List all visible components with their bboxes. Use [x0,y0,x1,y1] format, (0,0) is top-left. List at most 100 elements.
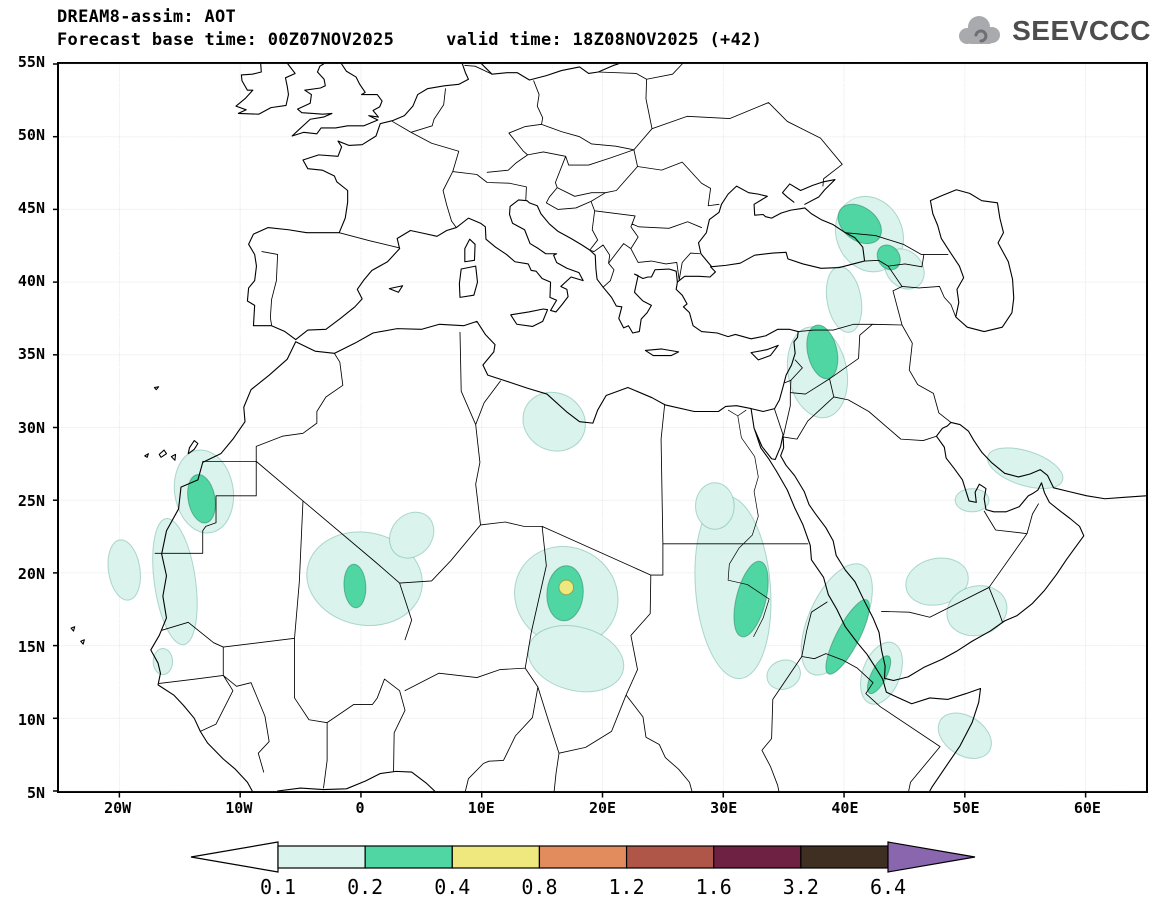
colorbar-label: 6.4 [870,875,906,899]
coastline-spain-mediterranean [296,249,400,340]
aot-region [183,471,219,527]
colorbar-cell [451,845,541,869]
island-cyprus [751,345,778,360]
aot-region [801,320,843,383]
islands-cape-verde [71,627,84,644]
aot-region [383,504,440,567]
colorbar-cell [800,845,889,869]
borders-africa [155,332,940,791]
cloud-icon [959,16,1001,44]
valid-time-label: valid time: 18Z08NOV2025 (+42) [446,30,763,50]
colorbar-over-arrow [887,841,976,873]
seevccc-logo: SEEVCCC [953,14,1151,48]
y-tick-label: 25N [17,491,45,510]
plot-title: DREAM8-assim: AOT [57,7,237,27]
y-tick-label: 10N [17,710,45,729]
colorbar-label: 3.2 [783,875,819,899]
x-tick-label: 10W [225,799,253,817]
x-tick-label: 50E [952,799,980,817]
coastline-gulf-of-guinea [278,771,435,791]
aot-region [765,657,802,693]
colorbar-cell [713,845,802,869]
aot-region [944,581,1010,640]
island-corsica [465,239,475,262]
plot-subtitle: Forecast base time: 00Z07NOV2025 valid ti… [57,29,762,52]
aot-region [104,536,145,604]
aot-region [819,593,877,680]
coastline-north-africa [151,321,751,791]
x-tick-label: 60E [1073,799,1101,817]
y-tick-label: 35N [17,345,45,364]
colorbar-under-arrow [190,841,279,873]
colorbar-label: 1.6 [696,875,732,899]
coastline-italy-adriatic-greece [397,200,677,333]
y-tick-label: 20N [17,564,45,583]
coastline-sinai [751,409,783,460]
base-time-label: Forecast base time: 00Z07NOV2025 [57,30,395,50]
nile-river [728,410,769,637]
colorbar-canvas: 0.1 0.2 0.4 0.8 1.2 1.6 3.2 6.4 [190,841,976,899]
aot-region [821,262,867,337]
aot-region [559,580,573,595]
coastline-arabia-persian-gulf [781,422,1146,680]
aot-region [342,563,367,609]
island-sardinia [459,266,477,297]
y-axis-labels: 5N 10N 15N 20N 25N 30N 35N 40N 45N 50N 55N [0,53,51,802]
plot-header: DREAM8-assim: AOT Forecast base time: 00… [57,6,762,52]
y-tick-label: 55N [17,53,45,71]
colorbar-label: 0.1 [260,875,296,899]
x-tick-label: 0 [355,799,365,817]
x-tick-label: 10E [467,799,495,817]
aot-region [695,483,734,530]
colorbar-cell [625,845,715,869]
x-tick-label: 20W [104,799,132,817]
aot-shaded-layer [104,182,1067,767]
island-madeira [154,387,158,390]
coastline-levant-turkey-black-sea [676,186,864,411]
y-tick-label: 45N [17,199,45,218]
coastline-baltic [482,64,618,80]
borders-europe [262,64,842,325]
colorbar-cell [364,845,453,869]
colorbar-label: 1.2 [609,875,645,899]
y-tick-label: 50N [17,126,45,145]
x-tick-label: 40E [831,799,859,817]
x-axis-labels: 20W 10W 0 10E 20E 30E 40E 50E 60E [57,799,1148,821]
coastline-ireland [236,64,295,114]
island-mallorca [389,286,402,293]
borders-middle-east [775,233,1039,622]
aot-region [833,196,887,251]
aot-region [984,440,1066,496]
coastline-sea-of-azov [782,180,835,205]
x-tick-label: 30E [710,799,738,817]
aot-region [153,649,172,675]
aot-region [145,514,204,649]
aot-region [727,556,775,641]
colorbar: 0.1 0.2 0.4 0.8 1.2 1.6 3.2 6.4 [190,840,976,900]
colorbar-label: 0.4 [434,875,470,899]
aot-region [903,553,971,610]
coastline-caspian-sea [930,190,1013,332]
map-canvas [59,64,1146,791]
axis-tick-layer [53,64,1086,798]
logo-text: SEEVCCC [1012,15,1151,46]
coastline-red-sea-africa-horn [755,430,981,791]
island-crete [645,349,678,356]
y-tick-label: 15N [17,637,45,656]
colorbar-cell [277,845,366,869]
y-tick-label: 5N [26,784,45,802]
islands-canary [145,441,198,461]
aot-region [519,386,589,456]
colorbar-label: 0.2 [347,875,383,899]
coastline-britain [292,64,382,136]
island-sicily [511,309,548,326]
y-tick-label: 30N [17,418,45,437]
x-tick-label: 20E [588,799,617,817]
coastline-iberia-france-north-sea [247,64,468,340]
coastline-layer [71,64,1146,791]
map-frame [57,62,1148,793]
colorbar-cell [538,845,628,869]
aot-region [955,489,989,512]
colorbar-label: 0.8 [521,875,557,899]
